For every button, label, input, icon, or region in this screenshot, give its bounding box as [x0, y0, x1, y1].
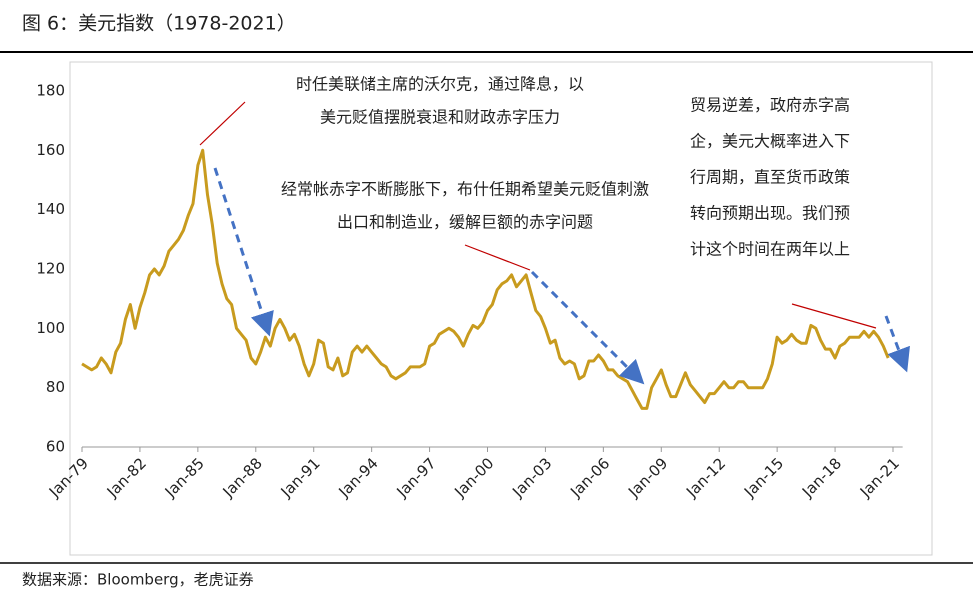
- annotation: 经常帐赤字不断膨胀下，布什任期希望美元贬值刺激: [281, 180, 649, 199]
- title: 图 6：美元指数（1978-2021）: [22, 13, 296, 35]
- y-tick-label: 60: [46, 438, 65, 456]
- pointer: [791, 303, 877, 329]
- x-tick-label: Jan-97: [392, 454, 439, 501]
- y-tick-label: 180: [36, 82, 65, 100]
- x-tick-label: Jan-21: [856, 454, 903, 501]
- x-tick-label: Jan-18: [798, 454, 845, 501]
- x-tick-label: Jan-00: [450, 454, 497, 501]
- annotation: 美元贬值摆脱衰退和财政赤字压力: [320, 108, 560, 127]
- annotation: 时任美联储主席的沃尔克，通过降息，以: [296, 75, 584, 94]
- x-tick-label: Jan-91: [277, 454, 324, 501]
- x-tick-label: Jan-03: [508, 454, 555, 501]
- annotation: 出口和制造业，缓解巨额的赤字问题: [337, 213, 593, 232]
- x-tick-label: Jan-79: [45, 454, 92, 501]
- y-tick-label: 160: [36, 141, 65, 159]
- x-tick-label: Jan-85: [161, 454, 208, 501]
- trend-arrow: [530, 270, 645, 385]
- annotation: 贸易逆差，政府赤字高: [690, 96, 850, 115]
- trend-arrow: [884, 315, 910, 373]
- y-tick-label: 120: [36, 260, 65, 278]
- annotation: 企，美元大概率进入下: [690, 132, 850, 151]
- x-tick-label: Jan-94: [335, 454, 382, 501]
- annotation: 行周期，直至货币政策: [690, 168, 850, 187]
- x-tick-label: Jan-88: [219, 454, 266, 501]
- y-tick-label: 100: [36, 319, 65, 337]
- pointer: [199, 101, 246, 146]
- chart-frame: [69, 61, 933, 556]
- annotation: 转向预期出现。我们预: [690, 204, 850, 223]
- trend-arrow: [213, 167, 274, 337]
- x-tick-label: Jan-12: [682, 454, 729, 501]
- x-tick-label: Jan-82: [103, 454, 150, 501]
- source: 数据来源：Bloomberg，老虎证券: [22, 571, 254, 589]
- annotation: 计这个时间在两年以上: [690, 240, 850, 259]
- series-line: [81, 148, 890, 410]
- y-tick-label: 140: [36, 200, 65, 218]
- x-tick-label: Jan-09: [624, 454, 671, 501]
- x-tick-label: Jan-06: [566, 454, 613, 501]
- pointer: [464, 244, 531, 271]
- y-tick-label: 80: [46, 378, 65, 396]
- x-tick-label: Jan-15: [740, 454, 787, 501]
